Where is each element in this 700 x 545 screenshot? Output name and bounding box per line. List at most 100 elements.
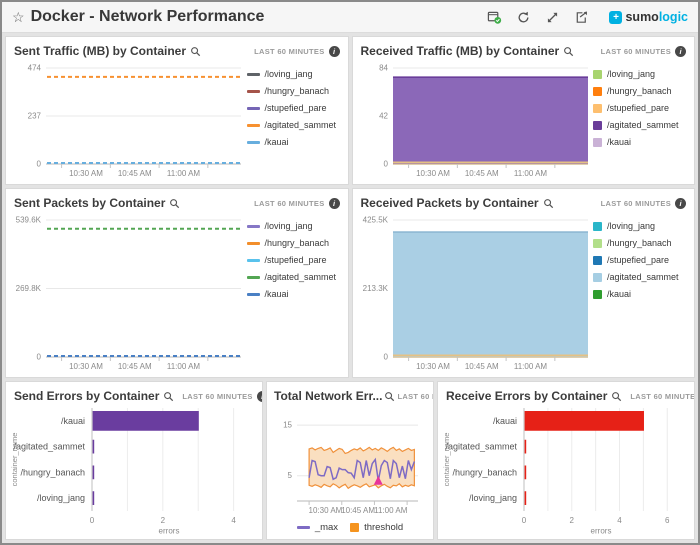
received-traffic-chart[interactable]: 0 42 84 10:30 AM 10:45 AM 11:00 AM (355, 60, 594, 182)
legend-label: /kauai (264, 137, 289, 147)
legend-item[interactable]: /hungry_banach (246, 238, 344, 248)
legend-item[interactable]: /hungry_banach (593, 238, 690, 248)
live-status-icon[interactable] (487, 10, 502, 25)
legend-item[interactable]: /loving_jang (246, 221, 344, 231)
info-icon[interactable]: i (328, 45, 340, 57)
received-packets-chart[interactable]: 0 213.3K 425.5K 10:30 AM 10:45 AM 11:00 AM (355, 212, 594, 375)
legend-item[interactable]: /loving_jang (246, 69, 344, 79)
legend-item[interactable]: /loving_jang (593, 221, 690, 231)
square-swatch-icon (593, 86, 602, 96)
svg-text:container_name: container_name (10, 433, 19, 487)
legend-label: /kauai (264, 289, 289, 299)
legend-item[interactable]: /loving_jang (593, 69, 690, 79)
legend-item[interactable]: /agitated_sammet (593, 272, 690, 282)
zoom-icon[interactable] (169, 198, 180, 209)
time-range-label[interactable]: LAST 60 MINUTES (600, 198, 671, 208)
legend-label: /loving_jang (264, 69, 313, 79)
square-swatch-icon (593, 120, 602, 130)
svg-text:10:30 AM: 10:30 AM (309, 506, 343, 515)
time-range-label[interactable]: LAST 60 MINUTES (254, 198, 325, 208)
time-range-label[interactable]: LAST 60 MINUTES (630, 391, 694, 401)
receive-errors-chart[interactable]: 0 2 4 6 errors container_name/kauai/agitated_… (440, 405, 690, 537)
time-range-label[interactable]: LAST 60 MINUTES (254, 46, 325, 56)
square-swatch-icon (593, 255, 602, 265)
info-icon[interactable]: i (328, 197, 340, 209)
legend-item[interactable]: /kauai (593, 137, 690, 147)
legend-label: /agitated_sammet (264, 120, 337, 130)
dash-swatch-icon (246, 275, 260, 279)
zoom-icon[interactable] (163, 391, 174, 402)
dash-swatch-icon (246, 241, 260, 245)
panel-sent-packets[interactable]: Sent Packets by Container LAST 60 MINUTE… (5, 188, 349, 378)
legend-label: /stupefied_pare (607, 103, 670, 113)
legend-item[interactable]: _max (296, 522, 338, 533)
sent-traffic-chart[interactable]: 0 237 474 10:30 AM 10:45 AM 11:00 AM (8, 60, 247, 182)
svg-text:4: 4 (231, 516, 236, 525)
legend-item[interactable]: /hungry_banach (246, 86, 344, 96)
time-range-label[interactable]: LAST 60 MINUTES (182, 391, 253, 401)
dash-swatch-icon (246, 123, 260, 127)
zoom-icon[interactable] (563, 46, 574, 57)
svg-text:10:45 AM: 10:45 AM (464, 362, 498, 371)
svg-text:6: 6 (665, 516, 670, 525)
time-range-label[interactable]: LAST 60 MINUTES (600, 46, 671, 56)
info-icon[interactable]: i (256, 390, 262, 402)
legend-item[interactable]: /kauai (593, 289, 690, 299)
panel-send-errors[interactable]: Send Errors by Container LAST 60 MINUTES… (5, 381, 263, 540)
legend-item[interactable]: threshold (350, 522, 403, 533)
svg-text:0: 0 (383, 353, 388, 362)
legend-item[interactable]: /stupefied_pare (246, 255, 344, 265)
svg-text:42: 42 (379, 112, 388, 121)
legend-label: /kauai (607, 289, 632, 299)
zoom-icon[interactable] (190, 46, 201, 57)
legend-label: /stupefied_pare (607, 255, 670, 265)
svg-text:10:30 AM: 10:30 AM (416, 169, 450, 178)
legend-item[interactable]: /stupefied_pare (246, 103, 344, 113)
legend-item[interactable]: /agitated_sammet (246, 272, 344, 282)
legend-item[interactable]: /kauai (246, 289, 344, 299)
zoom-icon[interactable] (611, 391, 622, 402)
info-icon[interactable]: i (675, 45, 686, 57)
panel-received-traffic[interactable]: Received Traffic (MB) by Container LAST … (351, 36, 695, 185)
svg-text:10:45 AM: 10:45 AM (341, 506, 375, 515)
svg-text:0: 0 (522, 516, 527, 525)
panel-received-packets[interactable]: Received Packets by Container LAST 60 MI… (351, 188, 695, 378)
panel-total-network-errors[interactable]: Total Network Err... LAST 60 MINUTES i 5… (266, 381, 434, 540)
refresh-icon[interactable] (516, 10, 531, 25)
sumologic-logo: + sumo logic (609, 10, 688, 24)
info-icon[interactable]: i (675, 197, 686, 209)
sent-packets-chart[interactable]: 0 269.8K 539.6K 10:30 AM 10:45 AM 11:00 AM (8, 212, 247, 375)
zoom-icon[interactable] (543, 198, 554, 209)
time-range-label[interactable]: LAST 60 MINUTES (397, 391, 433, 401)
square-swatch-icon (593, 69, 602, 79)
svg-text:errors: errors (591, 527, 612, 536)
dash-swatch-icon (246, 258, 260, 262)
square-swatch-icon (593, 289, 602, 299)
legend-label: /loving_jang (607, 69, 656, 79)
legend-item[interactable]: /agitated_sammet (246, 120, 344, 130)
svg-text:474: 474 (28, 64, 42, 73)
expand-icon[interactable] (545, 10, 560, 25)
svg-text:10:45 AM: 10:45 AM (118, 169, 152, 178)
dash-swatch-icon (246, 140, 260, 144)
legend-item[interactable]: /kauai (246, 137, 344, 147)
panel-receive-errors[interactable]: Receive Errors by Container LAST 60 MINU… (437, 381, 695, 540)
svg-text:/kauai: /kauai (493, 416, 517, 426)
dashboard-header: ☆ Docker - Network Performance + sumo log… (2, 2, 698, 33)
favorite-star-icon[interactable]: ☆ (12, 9, 25, 25)
send-errors-chart[interactable]: 0 2 4 errors container_name/kauai/agitated_s… (8, 405, 258, 537)
zoom-icon[interactable] (384, 391, 395, 402)
panel-sent-traffic[interactable]: Sent Traffic (MB) by Container LAST 60 M… (5, 36, 349, 185)
chart-legend: /loving_jang/hungry_banach/stupefied_par… (593, 212, 690, 375)
svg-text:10:30 AM: 10:30 AM (416, 362, 450, 371)
legend-item[interactable]: /agitated_sammet (593, 120, 690, 130)
dash-swatch-icon (246, 292, 260, 296)
legend-item[interactable]: /stupefied_pare (593, 103, 690, 113)
legend-label: /hungry_banach (264, 238, 330, 248)
square-swatch-icon (350, 523, 360, 532)
legend-item[interactable]: /stupefied_pare (593, 255, 690, 265)
export-icon[interactable] (574, 10, 589, 25)
svg-text:425.5K: 425.5K (362, 216, 388, 225)
legend-item[interactable]: /hungry_banach (593, 86, 690, 96)
